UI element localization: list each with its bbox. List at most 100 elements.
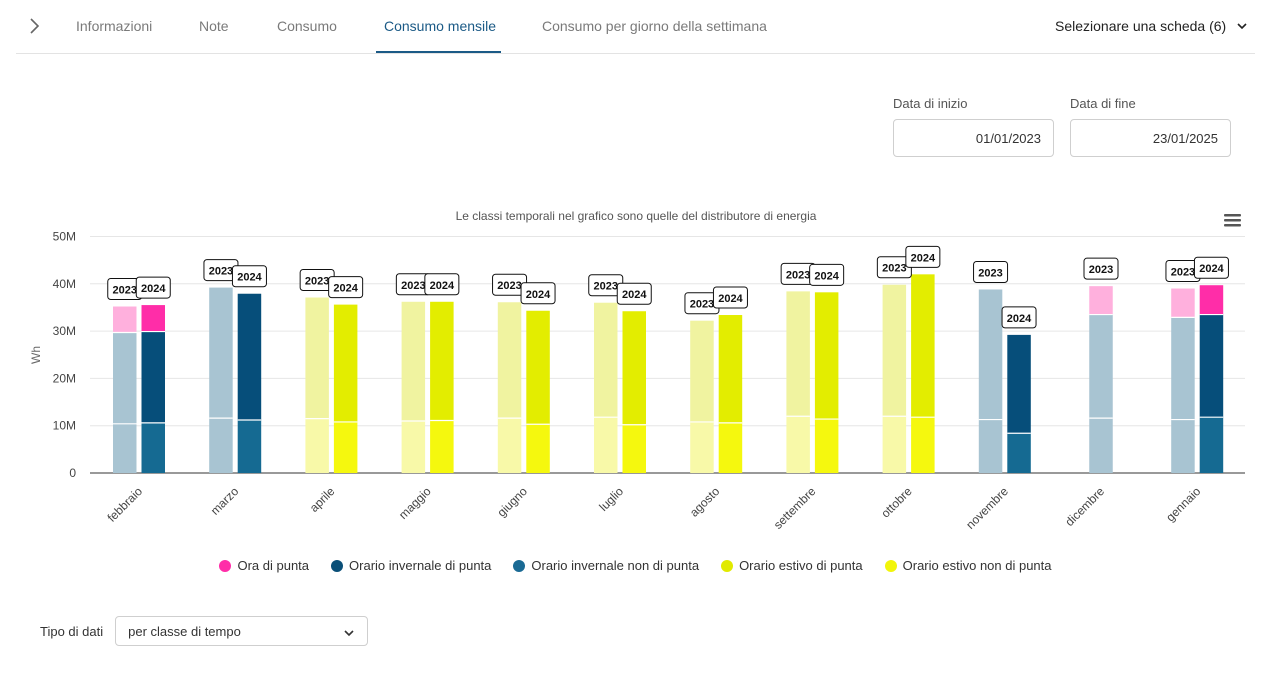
bar-segment <box>401 420 426 473</box>
year-label-gennaio-2023: 2023 <box>1165 260 1201 283</box>
year-label-agosto-2024: 2024 <box>712 286 748 309</box>
active-tab-indicator <box>376 51 501 53</box>
year-label-text: 2024 <box>1199 263 1224 275</box>
bar-segment <box>622 424 646 473</box>
bar-segment <box>718 315 743 423</box>
tab-bar: Informazioni Note Consumo Consumo mensil… <box>16 0 1255 54</box>
year-label-text: 2024 <box>622 289 647 301</box>
tab-selector-dropdown[interactable]: Selezionare una scheda (6) <box>1055 18 1248 34</box>
bar-ottobre-2024[interactable] <box>911 274 935 473</box>
year-label-text: 2023 <box>882 263 906 275</box>
bar-febbraio-2024[interactable] <box>141 305 166 473</box>
legend-label: Orario invernale non di punta <box>531 558 700 573</box>
bar-novembre-2023[interactable] <box>978 289 1003 473</box>
year-label-text: 2024 <box>333 283 358 295</box>
year-label-box <box>1193 256 1229 279</box>
year-label-text: 2023 <box>305 276 329 288</box>
x-tick-label: marzo <box>208 484 242 518</box>
tab-consumo-mensile[interactable]: Consumo mensile <box>384 18 497 34</box>
start-date-input[interactable] <box>893 119 1054 157</box>
bar-agosto-2024[interactable] <box>718 315 743 473</box>
bar-luglio-2023[interactable] <box>594 302 618 473</box>
bar-settembre-2024[interactable] <box>814 292 839 473</box>
chevron-right-icon[interactable] <box>24 16 44 36</box>
bar-segment <box>305 418 329 473</box>
end-date-input[interactable] <box>1070 119 1231 157</box>
y-tick-label: 0 <box>69 466 76 480</box>
bar-segment <box>978 419 1003 473</box>
legend-item[interactable]: Orario estivo di punta <box>721 558 863 573</box>
legend-item[interactable]: Orario estivo non di punta <box>884 558 1052 573</box>
year-label-giugno-2023: 2023 <box>492 273 528 296</box>
x-tick-label: maggio <box>396 484 434 522</box>
y-tick-label: 20M <box>53 371 76 385</box>
year-label-maggio-2024: 2024 <box>424 273 460 296</box>
year-label-giugno-2024: 2024 <box>520 282 556 305</box>
year-label-text: 2023 <box>978 267 1002 279</box>
bar-segment <box>1007 334 1031 434</box>
bar-giugno-2024[interactable] <box>526 310 550 473</box>
tab-consumo[interactable]: Consumo <box>277 18 337 34</box>
year-label-novembre-2023: 2023 <box>973 260 1009 283</box>
start-date-group: Data di inizio <box>893 96 1054 157</box>
data-type-value: per classe di tempo <box>128 624 241 639</box>
legend-item[interactable]: Orario invernale di punta <box>331 558 491 573</box>
bar-maggio-2023[interactable] <box>401 301 426 473</box>
data-type-label: Tipo di dati <box>40 623 104 639</box>
bar-aprile-2024[interactable] <box>333 304 358 473</box>
chevron-down-icon <box>1237 23 1247 30</box>
year-label-text: 2023 <box>1089 264 1113 276</box>
bar-segment <box>430 301 454 421</box>
y-tick-label: 30M <box>53 324 76 338</box>
x-tick-label: agosto <box>687 484 723 520</box>
bar-agosto-2023[interactable] <box>690 320 714 473</box>
bar-settembre-2023[interactable] <box>786 291 810 473</box>
bar-segment <box>1171 317 1195 420</box>
bar-segment <box>1089 418 1113 473</box>
bar-gennaio-2023[interactable] <box>1171 288 1195 473</box>
legend-dot-icon <box>513 559 526 572</box>
bar-novembre-2024[interactable] <box>1007 334 1031 473</box>
year-label-febbraio-2023: 2023 <box>107 278 143 301</box>
chart-menu-icon[interactable] <box>1222 212 1242 228</box>
year-label-box <box>1001 306 1037 329</box>
bar-marzo-2024[interactable] <box>237 293 262 473</box>
year-label-text: 2023 <box>497 280 521 292</box>
tab-note[interactable]: Note <box>199 18 229 34</box>
bar-segment <box>237 293 262 421</box>
year-label-maggio-2023: 2023 <box>395 273 431 296</box>
year-label-text: 2024 <box>526 289 551 301</box>
year-label-box <box>1083 257 1119 280</box>
legend-dot-icon <box>219 559 232 572</box>
bar-marzo-2023[interactable] <box>209 287 233 473</box>
legend-item[interactable]: Ora di punta <box>219 558 309 573</box>
bar-dicembre-2023[interactable] <box>1089 286 1113 473</box>
bar-giugno-2023[interactable] <box>497 302 522 473</box>
data-type-group: Tipo di dati per classe di tempo <box>40 616 369 646</box>
chart-title: Le classi temporali nel grafico sono que… <box>456 209 817 223</box>
bar-segment <box>497 418 522 473</box>
bar-segment <box>911 417 935 473</box>
bar-febbraio-2023[interactable] <box>113 306 137 473</box>
data-type-select[interactable]: per classe di tempo <box>115 616 369 646</box>
tab-consumo-giorno-settimana[interactable]: Consumo per giorno della settimana <box>542 18 767 34</box>
chart-legend: Ora di punta Orario invernale di punta Ora… <box>0 558 1271 573</box>
legend-label: Orario estivo non di punta <box>902 558 1052 573</box>
bar-segment <box>113 332 137 424</box>
legend-item[interactable]: Orario invernale non di punta <box>513 558 699 573</box>
x-tick-label: novembre <box>963 484 1011 532</box>
year-label-box <box>424 273 460 296</box>
year-label-text: 2023 <box>1171 267 1195 279</box>
tab-informazioni[interactable]: Informazioni <box>76 18 153 34</box>
bar-aprile-2023[interactable] <box>305 297 329 473</box>
bar-maggio-2024[interactable] <box>430 301 454 473</box>
year-label-ottobre-2024: 2024 <box>905 245 941 268</box>
year-label-box <box>520 282 556 305</box>
bar-gennaio-2024[interactable] <box>1199 285 1224 473</box>
bar-luglio-2024[interactable] <box>622 311 647 473</box>
bar-ottobre-2023[interactable] <box>882 284 907 473</box>
legend-dot-icon <box>721 559 734 572</box>
year-label-text: 2024 <box>237 272 262 284</box>
year-label-text: 2023 <box>786 269 810 281</box>
year-label-text: 2024 <box>718 293 743 305</box>
